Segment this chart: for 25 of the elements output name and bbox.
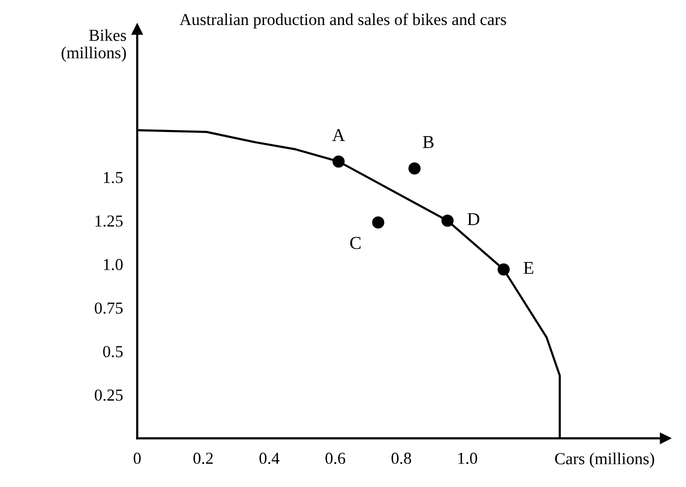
y-axis-title: Bikes (millions): [62, 29, 126, 62]
point: [332, 155, 345, 168]
annotation: C: [350, 236, 361, 250]
chart-title: Australian production and sales of bikes and cars: [180, 13, 506, 29]
x-tick-label: 0.4: [259, 452, 280, 464]
annotation: B: [422, 136, 434, 148]
point: [408, 162, 421, 175]
x-tick-label: 0.6: [326, 452, 346, 464]
annotation: A: [332, 129, 345, 142]
x-tick-label: 0.2: [193, 452, 213, 464]
x-axis-title: Cars (millions): [555, 452, 654, 468]
x-tick-label: 1.0: [458, 452, 478, 464]
point: [498, 263, 510, 276]
x-tick-label: 0.8: [392, 452, 412, 464]
x-tick-label: 0: [134, 452, 141, 464]
y-tick-label: 1.25: [96, 215, 123, 227]
y-tick-label: 1.5: [104, 172, 123, 184]
y-tick-label: 0.75: [94, 302, 123, 314]
y-tick-label: 1.0: [104, 258, 123, 270]
y-tick-label: 0.5: [103, 346, 123, 358]
point: [372, 216, 384, 229]
annotation: D: [467, 213, 480, 226]
point: [441, 214, 454, 227]
annotation: E: [524, 262, 534, 274]
y-tick-label: 0.25: [94, 389, 123, 401]
